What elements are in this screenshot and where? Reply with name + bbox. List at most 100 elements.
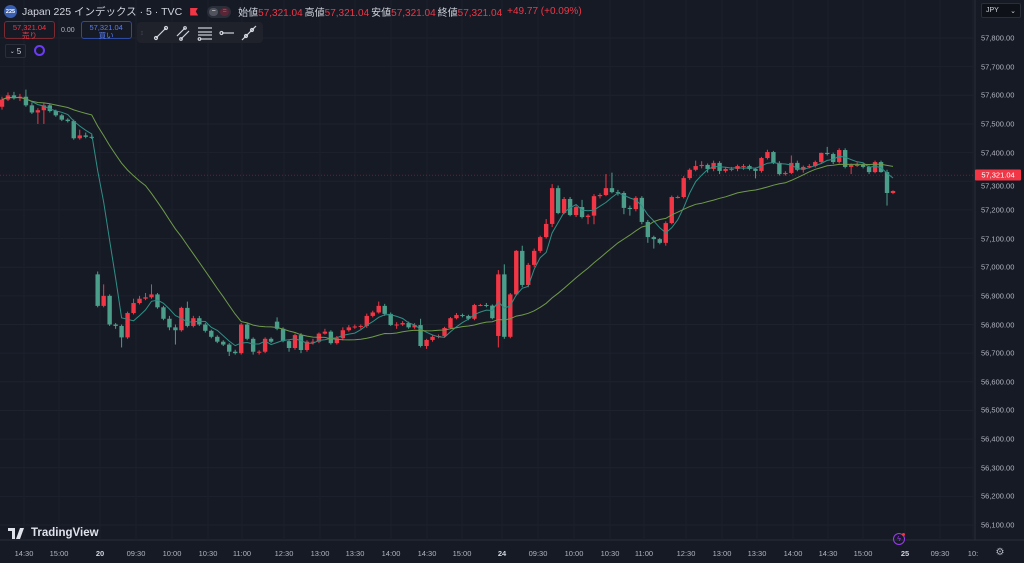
grip-icon[interactable] xyxy=(141,25,147,41)
candle-down xyxy=(753,168,758,171)
candle-down xyxy=(831,154,836,163)
candle-up xyxy=(807,166,812,168)
candle-up xyxy=(430,336,435,340)
currency-select[interactable]: JPY ⌄ xyxy=(981,3,1021,18)
candle-up xyxy=(340,330,346,339)
x-tick-label: 10:00 xyxy=(162,549,182,558)
candle-down xyxy=(227,344,232,352)
trend-line-icon[interactable] xyxy=(153,25,169,41)
candle-down xyxy=(215,336,220,342)
candle-up xyxy=(603,188,609,196)
candle-down xyxy=(621,192,627,208)
candle-down xyxy=(71,121,76,139)
candle-up xyxy=(149,294,154,298)
ohlc-label: 始値 xyxy=(238,8,259,19)
trade-panel: 57,321.04 売り 0.00 57,321.04 買い xyxy=(4,21,132,40)
x-tick-label: 20 xyxy=(95,549,105,558)
visibility-toggle[interactable]: − = xyxy=(207,5,232,18)
y-tick-label: 56,200.00 xyxy=(981,491,1015,501)
candle-down xyxy=(705,164,710,169)
candle-down xyxy=(579,207,585,218)
extended-line-icon[interactable] xyxy=(241,25,257,41)
candle-up xyxy=(496,274,501,336)
candle-up xyxy=(789,162,794,173)
spread-value: 0.00 xyxy=(61,26,75,34)
x-tick-label: 12:30 xyxy=(676,549,696,558)
candle-up xyxy=(334,338,340,344)
candle-down xyxy=(119,325,124,338)
fib-retracement-icon[interactable] xyxy=(197,25,213,41)
y-tick-label: 57,500.00 xyxy=(981,119,1015,129)
candle-up xyxy=(585,215,591,218)
x-tick-label: 14:30 xyxy=(417,549,437,558)
candle-up xyxy=(526,264,531,285)
candle-down xyxy=(795,162,800,170)
y-tick-label: 56,100.00 xyxy=(981,520,1015,530)
candle-down xyxy=(328,331,334,344)
interval-value: 5 xyxy=(16,46,22,56)
candle-up xyxy=(131,303,136,314)
candle-up xyxy=(322,331,328,334)
y-tick-label: 57,400.00 xyxy=(981,148,1015,158)
candle-up xyxy=(143,297,148,299)
candle-up xyxy=(669,197,674,224)
candle-up xyxy=(597,195,603,197)
candle-down xyxy=(842,150,848,167)
buy-price: 57,321.04 xyxy=(89,23,123,32)
candle-up xyxy=(394,324,399,326)
price-change: +49.77 (+0.09%) xyxy=(507,6,582,17)
ohlc-label: 高値 xyxy=(304,8,325,19)
equal-icon[interactable]: = xyxy=(220,7,230,16)
y-tick-label: 56,400.00 xyxy=(981,434,1015,444)
candle-up xyxy=(262,338,268,352)
symbol-header: 225 Japan 225 インデックス · 5 · TVC − = 始値57,… xyxy=(4,4,582,19)
chevron-down-icon: ⌄ xyxy=(9,48,15,55)
candle-down xyxy=(825,152,830,155)
tradingview-logo[interactable]: TradingView xyxy=(8,527,99,539)
x-tick-label: 15:00 xyxy=(49,549,69,558)
candle-up xyxy=(765,152,770,159)
candle-up xyxy=(848,164,854,167)
candle-up xyxy=(454,315,459,319)
candle-up xyxy=(699,164,704,167)
x-tick-label: 11:00 xyxy=(634,549,654,558)
candle-up xyxy=(77,135,82,139)
candle-up xyxy=(711,162,716,169)
candle-down xyxy=(645,221,651,238)
sell-button[interactable]: 57,321.04 売り xyxy=(4,21,55,40)
candle-up xyxy=(537,237,543,251)
lightning-icon[interactable]: ϟ xyxy=(893,533,905,545)
candle-up xyxy=(35,110,41,113)
x-tick-label: 10: xyxy=(967,549,979,558)
x-tick-label: 13:30 xyxy=(345,549,365,558)
y-tick-label: 57,600.00 xyxy=(981,90,1015,100)
candle-down xyxy=(185,307,190,326)
x-tick-label: 14:30 xyxy=(14,549,34,558)
candle-up xyxy=(179,307,184,331)
candle-down xyxy=(771,152,776,163)
candle-up xyxy=(819,152,824,163)
candle-up xyxy=(292,335,298,348)
buy-button[interactable]: 57,321.04 買い xyxy=(80,21,132,40)
candle-down xyxy=(609,188,615,193)
parallel-channel-icon[interactable] xyxy=(175,25,191,41)
y-tick-label: 56,600.00 xyxy=(981,377,1015,387)
minus-icon[interactable]: − xyxy=(209,7,219,16)
x-tick-label: 13:00 xyxy=(310,549,330,558)
ohlc-value: 57,321.04 xyxy=(324,8,370,19)
y-tick-label: 57,800.00 xyxy=(981,33,1015,43)
sync-icon[interactable] xyxy=(34,45,45,56)
flag-icon[interactable] xyxy=(190,7,199,16)
candle-down xyxy=(466,315,471,319)
candle-down xyxy=(161,307,166,319)
horizontal-ray-icon[interactable] xyxy=(219,25,235,41)
interval-collapse-button[interactable]: ⌄ 5 xyxy=(5,44,26,58)
candle-down xyxy=(490,305,495,319)
gear-icon[interactable]: ⚙ xyxy=(995,547,1005,558)
candle-up xyxy=(442,327,447,336)
candle-down xyxy=(11,95,17,99)
symbol-title[interactable]: Japan 225 インデックス · 5 · TVC xyxy=(22,6,183,18)
candle-down xyxy=(89,136,94,138)
candle-up xyxy=(0,99,5,107)
